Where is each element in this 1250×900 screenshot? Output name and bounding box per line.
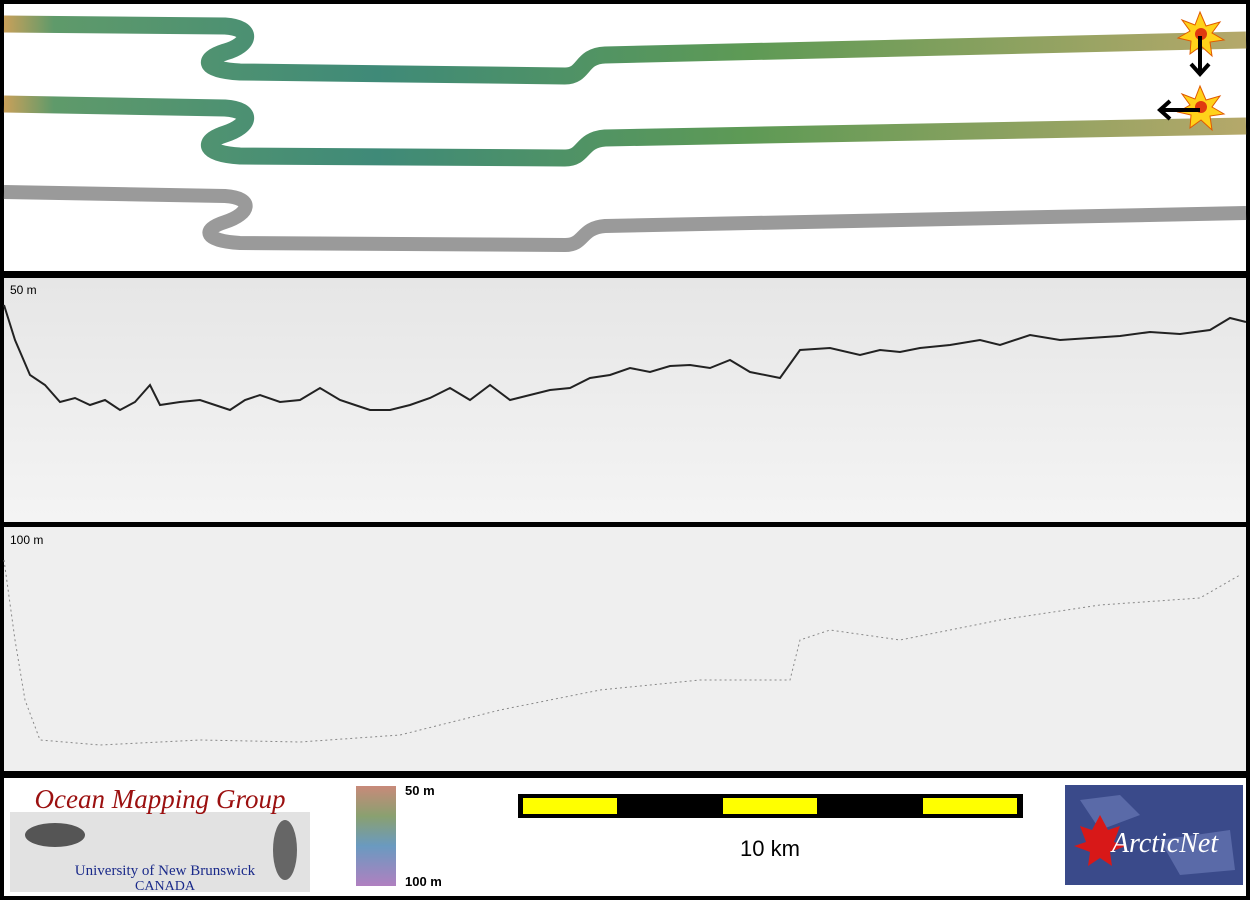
depth-label: 100 m bbox=[10, 533, 43, 547]
scale-bar-segment bbox=[923, 798, 1017, 814]
scale-bar-segment bbox=[723, 798, 817, 814]
ocean-mapping-logo: Ocean Mapping Group University of New Br… bbox=[10, 784, 310, 894]
logo-university: University of New Brunswick bbox=[75, 863, 256, 879]
markers bbox=[1157, 10, 1226, 132]
depth-label: 50 m bbox=[10, 283, 37, 297]
color-ramp bbox=[356, 786, 396, 886]
logo-title: Ocean Mapping Group bbox=[35, 784, 286, 814]
maple-leaf bbox=[1074, 815, 1126, 866]
color-scale: 50 m 100 m bbox=[356, 783, 442, 889]
swath-track bbox=[3, 15, 1247, 85]
logo-icon bbox=[25, 823, 85, 847]
logo-name: ArcticNet bbox=[1110, 828, 1219, 859]
logo-landmass bbox=[1080, 795, 1235, 875]
scale-bar-label: 10 km bbox=[740, 836, 800, 861]
profile-panel bbox=[4, 527, 1246, 771]
scale-bottom-label: 100 m bbox=[405, 874, 442, 889]
seafloor-trace bbox=[3, 559, 1241, 746]
swath-track bbox=[3, 185, 1247, 252]
scale-bar-segment bbox=[523, 798, 617, 814]
swaths bbox=[3, 15, 1247, 252]
seafloor-trace bbox=[3, 304, 1247, 412]
swath-track bbox=[3, 95, 1247, 167]
logo-country: CANADA bbox=[135, 879, 196, 894]
logo-icon bbox=[273, 820, 297, 880]
profile-panel bbox=[4, 278, 1246, 522]
arcticnet-logo: ArcticNet bbox=[1065, 785, 1243, 885]
scale-top-label: 50 m bbox=[405, 783, 435, 798]
scale-bar: 10 km bbox=[518, 794, 1023, 861]
